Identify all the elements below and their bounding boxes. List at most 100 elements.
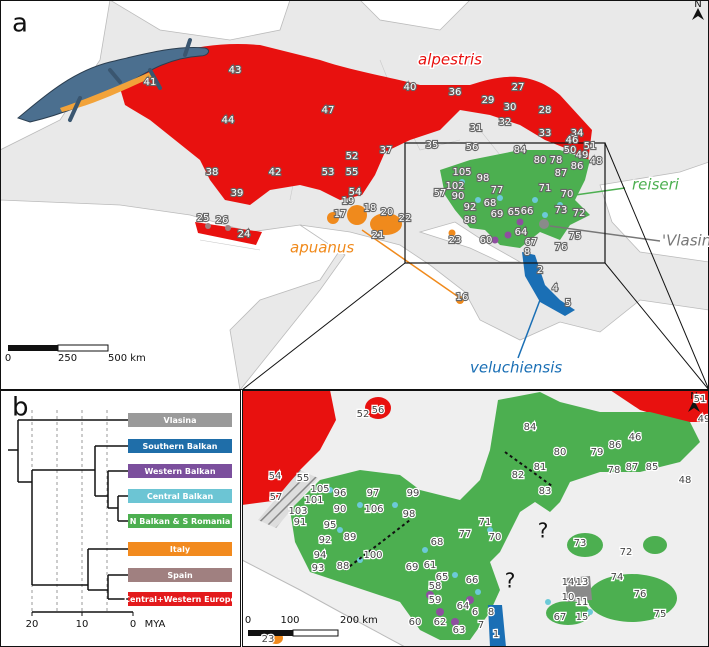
clade-label: Spain bbox=[167, 571, 193, 580]
locality-label: 99 bbox=[407, 488, 420, 499]
taxon-label: 'Vlasina' bbox=[662, 232, 709, 250]
locality-label: 27 bbox=[512, 82, 525, 93]
locality-label: 68 bbox=[431, 537, 444, 548]
locality-label: 65 bbox=[436, 572, 449, 583]
taxon-label: apuanus bbox=[290, 239, 354, 257]
inset-scale-bar bbox=[248, 629, 339, 637]
locality-label: 88 bbox=[464, 215, 477, 226]
locality-label: 102 bbox=[445, 181, 464, 192]
locality-label: 35 bbox=[426, 140, 439, 151]
locality-label: 52 bbox=[357, 409, 370, 420]
locality-label: 60 bbox=[480, 235, 493, 246]
locality-label: 90 bbox=[452, 191, 465, 202]
locality-label: 55 bbox=[297, 473, 310, 484]
clade-label: Southern Balkan bbox=[143, 442, 218, 451]
apuanus-range bbox=[327, 205, 464, 304]
locality-label: 23 bbox=[449, 235, 462, 246]
locality-label: 28 bbox=[539, 105, 552, 116]
spain-range bbox=[195, 222, 262, 245]
locality-label: 97 bbox=[367, 488, 380, 499]
north-label: N bbox=[694, 0, 701, 10]
locality-label: 78 bbox=[550, 155, 563, 166]
locality-label: 62 bbox=[434, 617, 447, 628]
clade-box bbox=[128, 568, 232, 582]
locality-label: 24 bbox=[238, 229, 251, 240]
locality-label: 70 bbox=[489, 532, 502, 543]
taxon-label: alpestris bbox=[418, 51, 482, 69]
locality-label: 26 bbox=[216, 215, 229, 226]
locality-label: 20 bbox=[381, 207, 394, 218]
panel-label: a bbox=[12, 9, 28, 39]
newt-illustration bbox=[16, 38, 210, 123]
contact-lines bbox=[344, 451, 553, 571]
locality-label: 75 bbox=[569, 231, 582, 242]
clade-label: Vlasina bbox=[164, 416, 197, 425]
locality-label: 10 bbox=[562, 592, 575, 603]
inset-connector bbox=[241, 262, 406, 390]
locality-label: 92 bbox=[319, 535, 332, 546]
locality-label: 52 bbox=[346, 151, 359, 162]
reiseri-range bbox=[546, 533, 677, 625]
locality-label: 34 bbox=[571, 128, 584, 139]
north-arrow bbox=[688, 400, 700, 412]
locality-label: 55 bbox=[346, 167, 359, 178]
locality-label: 100 bbox=[363, 550, 382, 561]
locality-label: 80 bbox=[554, 447, 567, 458]
locality-label: 51 bbox=[584, 141, 597, 152]
locality-label: 51 bbox=[694, 394, 707, 405]
locality-label: 38 bbox=[206, 167, 219, 178]
veluchiensis-range bbox=[488, 605, 506, 647]
locality-label: 22 bbox=[399, 213, 412, 224]
inset-connector bbox=[604, 262, 709, 390]
north-arrow bbox=[692, 8, 704, 20]
locality-label: 46 bbox=[566, 135, 579, 146]
locality-label: 48 bbox=[679, 475, 692, 486]
locality-label: 88 bbox=[337, 561, 350, 572]
locality-label: 101 bbox=[304, 495, 323, 506]
locality-label: 81 bbox=[534, 462, 547, 473]
locality-label: 92 bbox=[464, 202, 477, 213]
locality-label: 71 bbox=[539, 183, 552, 194]
locality-label: 21 bbox=[372, 230, 385, 241]
inset-connector bbox=[604, 142, 709, 390]
locality-label: 44 bbox=[222, 115, 235, 126]
locality-label: 33 bbox=[539, 128, 552, 139]
clade-box bbox=[128, 514, 232, 528]
clade-box bbox=[128, 413, 232, 427]
locality-label: 67 bbox=[554, 612, 567, 623]
unknown-label: ? bbox=[505, 569, 516, 593]
locality-dots bbox=[327, 487, 593, 626]
clade-box bbox=[128, 489, 232, 503]
locality-label: 58 bbox=[429, 581, 442, 592]
locality-label: 19 bbox=[342, 196, 355, 207]
locality-label: 64 bbox=[515, 227, 528, 238]
locality-label: 2 bbox=[537, 265, 543, 276]
locality-label: 46 bbox=[629, 432, 642, 443]
locality-label: 77 bbox=[491, 185, 504, 196]
locality-label: 85 bbox=[646, 462, 659, 473]
panel-label: b bbox=[12, 393, 29, 423]
locality-label: 17 bbox=[334, 209, 347, 220]
locality-label: 105 bbox=[310, 484, 329, 495]
locality-label: 73 bbox=[555, 205, 568, 216]
locality-label: 59 bbox=[429, 595, 442, 606]
locality-label: 86 bbox=[609, 440, 622, 451]
scale-label: 100 bbox=[280, 615, 299, 626]
clade-label: Central+Western Europe bbox=[124, 595, 236, 604]
locality-label: 86 bbox=[571, 161, 584, 172]
locality-label: 41 bbox=[144, 77, 157, 88]
locality-label: 61 bbox=[424, 560, 437, 571]
alpestris-range bbox=[365, 397, 391, 419]
locality-label: 13 bbox=[576, 577, 589, 588]
map-scale-bar bbox=[8, 344, 109, 352]
alpestris-range bbox=[242, 390, 336, 505]
locality-label: 31 bbox=[470, 123, 483, 134]
locality-label: 25 bbox=[197, 213, 210, 224]
clade-box bbox=[128, 592, 232, 606]
alpestris-range bbox=[120, 44, 592, 205]
north-label: N bbox=[690, 391, 697, 402]
locality-label: 49 bbox=[698, 414, 709, 425]
locality-label: 96 bbox=[334, 488, 347, 499]
locality-label: 11 bbox=[576, 597, 589, 608]
locality-label: 93 bbox=[312, 563, 325, 574]
